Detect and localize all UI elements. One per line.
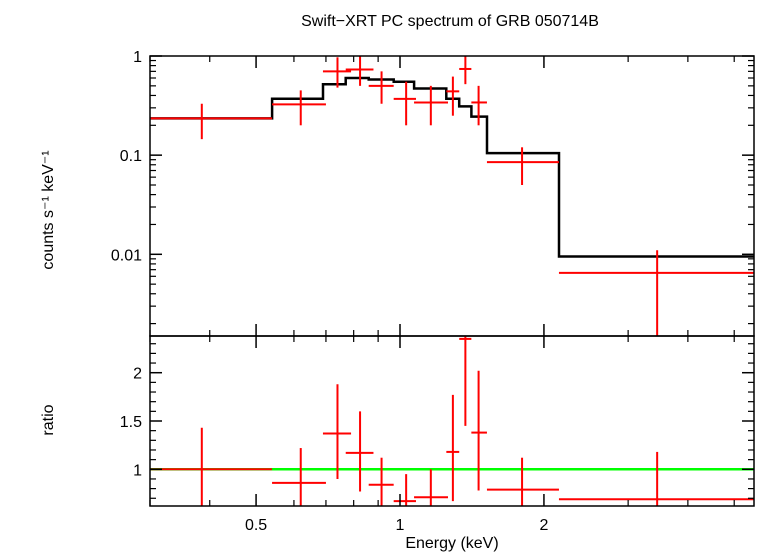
bottom-y-tick-label: 1: [133, 462, 142, 479]
data-point-1: [150, 103, 273, 140]
x-tick-label: 2: [539, 517, 548, 534]
data-point-12: [558, 250, 754, 336]
top-panel: 1 0.1 0.01 counts s⁻¹ keV⁻¹: [40, 49, 755, 337]
x-tick-label: 0.5: [245, 517, 267, 534]
top-y-tick-label: 0.01: [111, 247, 142, 264]
ratio-point-12: [558, 451, 754, 506]
x-tick-label: 1: [396, 517, 405, 534]
ratio-point-4: [345, 411, 374, 492]
data-point-2: [272, 90, 326, 126]
ratio-point-1: [150, 427, 273, 506]
data-point-9: [459, 56, 472, 85]
top-y-tick-label: 0.1: [120, 148, 142, 165]
ratio-point-10: [471, 370, 487, 491]
ratio-point-2: [272, 448, 326, 506]
data-point-6: [393, 81, 416, 126]
bottom-panel: 0.5 1 2 1 1.5 2 ratio: [40, 335, 755, 534]
bottom-y-axis-label: ratio: [40, 404, 57, 435]
data-point-8: [446, 76, 460, 116]
data-point-4: [345, 56, 374, 86]
chart-title: Swift−XRT PC spectrum of GRB 050714B: [301, 13, 599, 30]
ratio-point-11: [486, 457, 559, 506]
ratio-point-8: [446, 394, 460, 502]
data-point-3: [322, 57, 352, 88]
data-point-5: [368, 71, 394, 104]
data-point-11: [486, 147, 559, 186]
top-y-tick-label: 1: [133, 49, 142, 66]
bottom-ticks: 0.5 1 2 1 1.5 2: [120, 336, 754, 534]
ratio-point-7: [414, 469, 448, 506]
ratio-point-3: [322, 384, 352, 479]
model-step-line: [150, 76, 754, 258]
top-model-steps: [150, 76, 754, 258]
x-axis-label: Energy (keV): [405, 535, 498, 552]
top-ticks: 1 0.1 0.01: [111, 49, 754, 336]
bottom-y-tick-label: 1.5: [120, 414, 142, 431]
ratio-point-5: [368, 457, 394, 506]
data-point-7: [414, 85, 448, 126]
ratio-point-6: [393, 474, 416, 506]
bottom-y-tick-label: 2: [133, 366, 142, 383]
top-data-points: [150, 56, 754, 336]
data-point-10: [471, 85, 487, 126]
ratio-point-9: [459, 336, 472, 426]
top-y-axis-label: counts s⁻¹ keV⁻¹: [40, 150, 57, 269]
ratio-data-points: [150, 336, 754, 506]
